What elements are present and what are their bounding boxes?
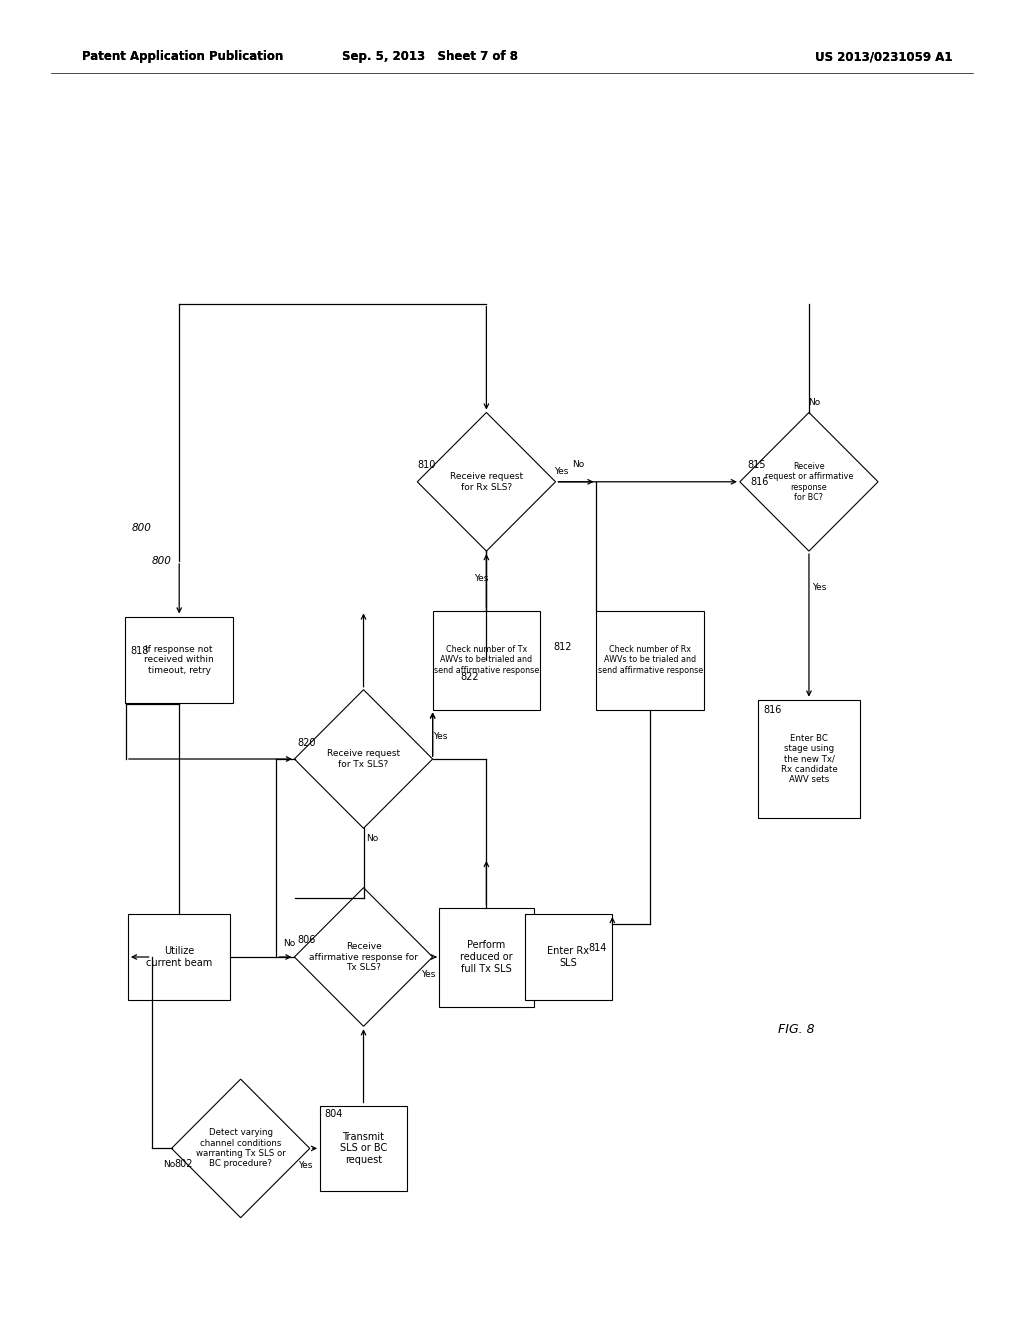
Text: Perform
reduced or
full Tx SLS: Perform reduced or full Tx SLS xyxy=(460,940,513,974)
Text: Yes: Yes xyxy=(474,574,488,582)
FancyBboxPatch shape xyxy=(439,908,534,1006)
Text: 814: 814 xyxy=(589,942,607,953)
Text: 816: 816 xyxy=(763,705,781,715)
Text: Detect varying
channel conditions
warranting Tx SLS or
BC procedure?: Detect varying channel conditions warran… xyxy=(196,1129,286,1168)
FancyBboxPatch shape xyxy=(128,913,230,1001)
Text: US 2013/0231059 A1: US 2013/0231059 A1 xyxy=(815,50,952,63)
Text: No: No xyxy=(572,461,585,469)
Text: 806: 806 xyxy=(297,935,315,945)
Text: Sep. 5, 2013   Sheet 7 of 8: Sep. 5, 2013 Sheet 7 of 8 xyxy=(342,50,518,63)
Text: Check number of Rx
AWVs to be trialed and
send affirmative response: Check number of Rx AWVs to be trialed an… xyxy=(598,645,702,675)
FancyBboxPatch shape xyxy=(319,1106,408,1191)
Text: 810: 810 xyxy=(418,459,436,470)
Text: Enter BC
stage using
the new Tx/
Rx candidate
AWV sets: Enter BC stage using the new Tx/ Rx cand… xyxy=(780,734,838,784)
FancyBboxPatch shape xyxy=(596,610,705,710)
FancyBboxPatch shape xyxy=(432,610,541,710)
Text: Patent Application Publication: Patent Application Publication xyxy=(82,50,284,63)
Text: Sep. 5, 2013   Sheet 7 of 8: Sep. 5, 2013 Sheet 7 of 8 xyxy=(342,50,518,63)
Polygon shape xyxy=(171,1080,309,1217)
Text: Receive request
for Tx SLS?: Receive request for Tx SLS? xyxy=(327,750,400,768)
Text: US 2013/0231059 A1: US 2013/0231059 A1 xyxy=(815,50,952,63)
Text: Receive request
for Rx SLS?: Receive request for Rx SLS? xyxy=(450,473,523,491)
Text: 820: 820 xyxy=(297,738,315,748)
Text: Receive
request or affirmative
response
for BC?: Receive request or affirmative response … xyxy=(765,462,853,502)
Polygon shape xyxy=(295,887,432,1027)
Text: 802: 802 xyxy=(174,1159,193,1170)
Text: Yes: Yes xyxy=(554,467,568,475)
Text: Receive
affirmative response for
Tx SLS?: Receive affirmative response for Tx SLS? xyxy=(309,942,418,972)
Polygon shape xyxy=(418,412,555,552)
Text: Enter Rx
SLS: Enter Rx SLS xyxy=(547,946,590,968)
Text: Transmit
SLS or BC
request: Transmit SLS or BC request xyxy=(340,1131,387,1166)
Text: 816: 816 xyxy=(751,477,769,487)
Text: 804: 804 xyxy=(325,1109,343,1119)
Polygon shape xyxy=(739,412,879,552)
Text: FIG. 8: FIG. 8 xyxy=(778,1023,815,1036)
Text: Check number of Tx
AWVs to be trialed and
send affirmative response: Check number of Tx AWVs to be trialed an… xyxy=(434,645,539,675)
Text: No: No xyxy=(283,940,295,948)
Text: No: No xyxy=(367,834,379,842)
Polygon shape xyxy=(295,689,432,829)
Text: Patent Application Publication: Patent Application Publication xyxy=(82,50,284,63)
Text: Yes: Yes xyxy=(812,583,826,591)
Text: 815: 815 xyxy=(748,459,766,470)
Text: 800: 800 xyxy=(132,523,152,533)
Text: Yes: Yes xyxy=(298,1162,312,1170)
FancyBboxPatch shape xyxy=(525,913,612,1001)
FancyBboxPatch shape xyxy=(125,618,232,702)
Text: No: No xyxy=(808,399,820,407)
Text: 800: 800 xyxy=(152,556,171,566)
Text: Yes: Yes xyxy=(421,970,435,978)
Text: Yes: Yes xyxy=(433,733,447,741)
Text: Utilize
current beam: Utilize current beam xyxy=(146,946,212,968)
Text: No: No xyxy=(163,1160,175,1168)
Text: 818: 818 xyxy=(130,645,148,656)
Text: If response not
received within
timeout, retry: If response not received within timeout,… xyxy=(144,645,214,675)
FancyBboxPatch shape xyxy=(758,700,860,818)
Text: 812: 812 xyxy=(553,642,571,652)
Text: 822: 822 xyxy=(461,672,479,682)
